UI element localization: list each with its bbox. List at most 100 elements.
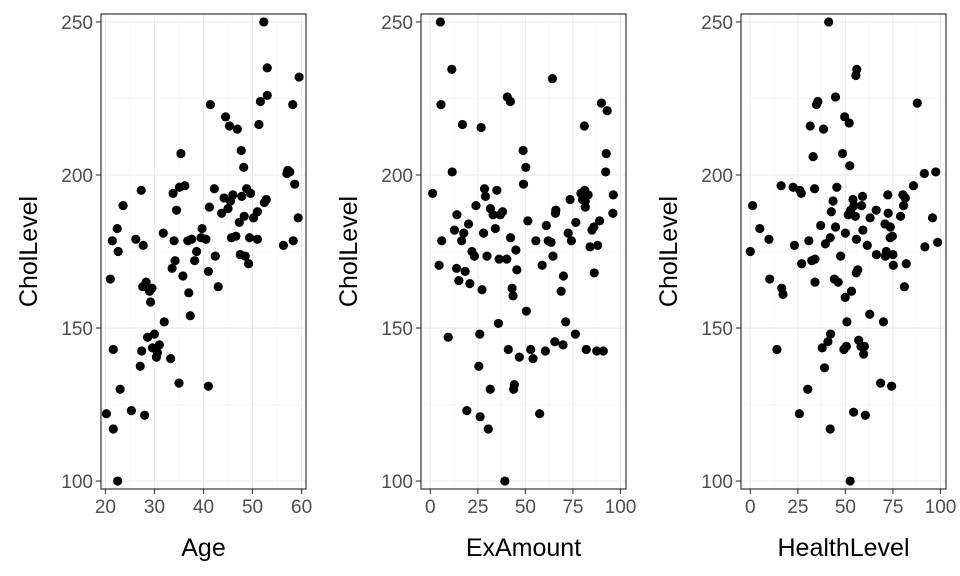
data-point [232, 124, 242, 134]
data-point [805, 121, 815, 131]
data-point [443, 332, 453, 342]
data-point [105, 274, 115, 284]
data-point [488, 210, 498, 220]
data-point [152, 347, 162, 358]
data-point [570, 329, 581, 339]
data-point [262, 63, 272, 73]
data-point [840, 228, 851, 238]
data-point [825, 233, 835, 243]
data-point [288, 236, 298, 246]
data-point [203, 381, 214, 391]
data-point [138, 240, 148, 250]
data-point [778, 289, 788, 299]
data-point [210, 251, 220, 261]
y-tick-label: 100 [61, 472, 93, 493]
data-point [846, 286, 857, 296]
data-point [832, 182, 842, 192]
data-point [459, 228, 469, 238]
data-point [507, 283, 517, 293]
data-point [228, 190, 238, 200]
data-point [149, 329, 160, 339]
data-point [514, 352, 524, 362]
data-point [434, 260, 444, 270]
data-point [819, 363, 830, 373]
data-point [502, 254, 512, 264]
data-point [887, 381, 897, 391]
data-point [888, 260, 898, 270]
data-point [919, 168, 929, 179]
x-tick-label: 50 [242, 497, 263, 518]
data-point [255, 96, 265, 107]
data-point [236, 145, 246, 156]
data-point [592, 346, 602, 356]
data-point [176, 148, 186, 159]
data-point [842, 317, 852, 327]
data-point [823, 337, 833, 347]
data-point [900, 193, 910, 203]
data-point [859, 341, 870, 351]
x-tick-label: 40 [193, 497, 214, 518]
data-point [809, 184, 820, 194]
data-point [169, 236, 179, 246]
data-point [154, 340, 164, 350]
data-point [237, 191, 247, 202]
data-point [571, 217, 581, 228]
data-point [898, 200, 909, 211]
data-point [203, 266, 214, 276]
data-point [765, 274, 775, 284]
data-point [556, 286, 566, 296]
data-point [845, 476, 855, 486]
data-point [113, 476, 123, 486]
data-point [244, 259, 254, 269]
data-point [503, 344, 513, 355]
data-point [475, 412, 485, 422]
data-point [166, 354, 176, 364]
data-point [859, 349, 869, 359]
y-tick-label: 150 [61, 319, 93, 340]
x-tick-label: 50 [835, 497, 856, 518]
data-point [841, 341, 851, 351]
data-point [108, 344, 118, 355]
data-point [748, 200, 758, 211]
data-point [865, 213, 875, 223]
y-tick-label: 200 [701, 166, 733, 187]
y-tick-label: 100 [381, 472, 413, 493]
data-point [860, 410, 870, 420]
data-point [174, 378, 184, 388]
data-point [830, 222, 841, 232]
data-point [159, 317, 169, 327]
x-tick-label: 0 [745, 497, 756, 518]
data-point [457, 236, 467, 246]
data-point [825, 329, 836, 339]
x-axis-title: HealthLevel [777, 534, 909, 562]
data-point [509, 380, 519, 390]
y-tick-label: 150 [701, 319, 733, 340]
data-point [883, 190, 893, 200]
data-point [294, 72, 304, 82]
data-point [113, 246, 123, 257]
data-point [608, 208, 618, 218]
data-point [474, 361, 484, 371]
data-point [601, 148, 611, 159]
data-point [558, 340, 568, 350]
data-point [912, 98, 922, 108]
data-point [217, 208, 227, 218]
data-point [551, 205, 561, 215]
data-point [437, 236, 447, 246]
data-point [436, 99, 446, 110]
data-point [852, 64, 862, 74]
data-point [204, 202, 214, 212]
data-point [239, 162, 249, 172]
data-point [885, 222, 895, 232]
data-point [142, 332, 153, 342]
data-point [493, 318, 503, 329]
data-point [825, 424, 835, 434]
data-point [231, 231, 241, 241]
data-point [192, 246, 202, 257]
data-point [482, 251, 492, 261]
data-point [830, 92, 841, 102]
data-point [185, 311, 195, 321]
data-point [794, 409, 804, 419]
data-point [810, 254, 820, 264]
